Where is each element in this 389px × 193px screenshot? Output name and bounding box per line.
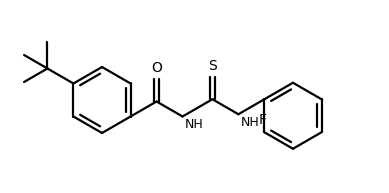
Text: O: O xyxy=(151,61,162,75)
Text: F: F xyxy=(258,113,266,127)
Text: NH: NH xyxy=(240,116,259,129)
Text: S: S xyxy=(208,59,217,73)
Text: NH: NH xyxy=(184,119,203,131)
